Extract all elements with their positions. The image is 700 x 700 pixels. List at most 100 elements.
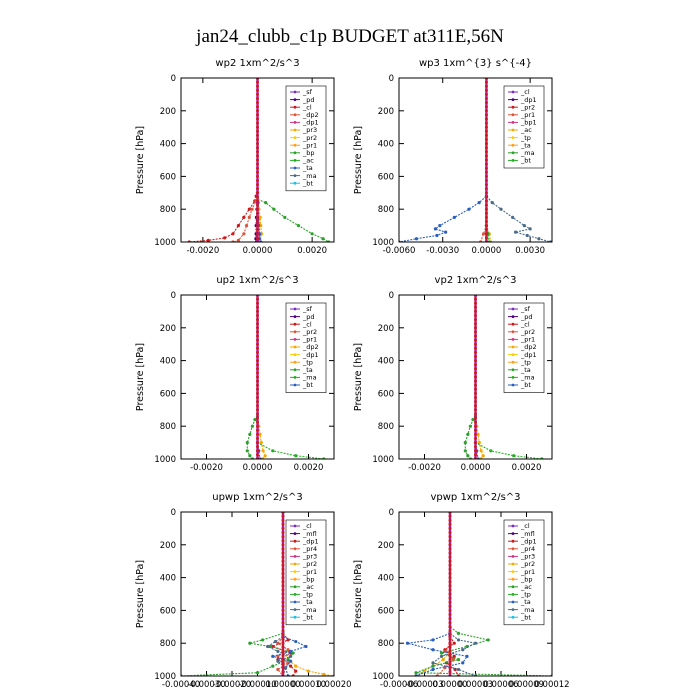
zero-profile-point <box>281 518 285 522</box>
legend-label: _ma <box>520 606 535 614</box>
legend-label: _dp1 <box>302 537 319 545</box>
legend-label: _bp <box>302 149 315 157</box>
y-tick-label: 800 <box>160 639 176 649</box>
legend-label: _ta <box>520 598 531 606</box>
zero-profile-point <box>256 105 259 109</box>
legend-marker <box>511 353 515 356</box>
legend-marker <box>293 615 297 619</box>
legend-label: _pr3 <box>302 126 317 134</box>
series-point <box>431 648 435 652</box>
legend-label: _ac <box>520 583 532 591</box>
x-tick-label: 0.00003 <box>458 680 493 690</box>
zero-profile-point <box>281 625 285 629</box>
legend-label: _ac <box>302 583 314 591</box>
series-point <box>289 649 293 654</box>
legend-marker <box>511 128 515 132</box>
series-point <box>286 648 290 652</box>
zero-profile-point <box>448 662 452 666</box>
legend-marker <box>293 90 297 94</box>
legend-marker <box>511 555 515 558</box>
y-tick-label: 200 <box>378 107 394 117</box>
panel-3: up2 1xm^2/s^3 Pressure [hPa] 0 200 400 600 800… <box>135 275 335 473</box>
zero-profile-point <box>281 670 285 674</box>
panel-1: wp2 1xm^2/s^3 Pressure [hPa] 0 200 400 600 800… <box>135 58 335 256</box>
y-tick-label: 600 <box>160 172 176 182</box>
zero-profile-point <box>256 338 259 342</box>
zero-profile-point <box>474 408 477 412</box>
zero-profile-point <box>256 355 259 358</box>
legend-label: _ma <box>302 172 317 180</box>
zero-profile-point <box>474 371 477 375</box>
zero-profile-point <box>484 199 488 203</box>
zero-profile-point <box>281 637 285 641</box>
y-axis-label: Pressure [hPa] <box>353 126 364 194</box>
legend-marker <box>293 113 297 117</box>
y-tick-label: 1000 <box>154 672 176 682</box>
zero-profile-point <box>281 617 285 621</box>
series-point <box>296 224 301 228</box>
legend-label: _pr1 <box>520 336 535 344</box>
series-point <box>438 224 442 228</box>
zero-profile-point <box>256 174 259 178</box>
zero-profile-point <box>256 133 259 137</box>
legend-marker <box>511 143 515 147</box>
zero-profile-point <box>484 84 488 88</box>
zero-profile-point <box>256 297 259 301</box>
series-point <box>271 449 275 453</box>
zero-profile-point <box>281 658 285 662</box>
zero-profile-point <box>281 662 285 666</box>
series-point <box>439 654 444 658</box>
legend-label: _dp1 <box>302 351 319 359</box>
series-point <box>452 215 456 219</box>
y-tick-label: 800 <box>160 205 176 215</box>
zero-profile-point <box>448 567 452 571</box>
series-point <box>473 641 478 645</box>
zero-profile-point <box>484 150 488 154</box>
legend-marker <box>511 383 515 387</box>
series-point <box>276 649 280 654</box>
series-point <box>512 454 516 458</box>
zero-profile-point <box>484 207 488 211</box>
series-point <box>499 207 503 211</box>
legend-label: _dp2 <box>302 111 319 119</box>
legend-marker <box>293 600 297 604</box>
legend-marker <box>511 577 515 581</box>
y-tick-label: 200 <box>378 541 394 551</box>
series-point <box>431 667 435 672</box>
zero-profile-point <box>256 408 259 412</box>
y-tick-label: 0 <box>171 74 176 84</box>
zero-profile-point <box>484 211 488 215</box>
legend-marker <box>511 570 515 573</box>
legend-label: _cl <box>520 88 530 96</box>
panel-6: vpwp 1xm^2/s^3 Pressure [hPa] 0 200 400 600 80… <box>353 492 570 690</box>
legend-label: _ac <box>302 157 314 165</box>
zero-profile-point <box>448 514 452 518</box>
series-line-tp <box>270 512 308 676</box>
legend-marker <box>511 322 515 326</box>
zero-profile-point <box>448 604 452 608</box>
series-point <box>283 666 288 670</box>
zero-profile-point <box>448 518 452 522</box>
series-point <box>477 441 481 445</box>
zero-profile-point <box>256 412 259 416</box>
zero-profile-point <box>256 391 259 395</box>
zero-profile-point <box>256 330 259 334</box>
zero-profile-point <box>256 138 259 141</box>
series-point <box>444 230 448 234</box>
legend-label: _ta <box>520 141 531 149</box>
zero-profile-point <box>484 215 488 219</box>
zero-profile-point <box>256 187 259 191</box>
zero-profile-point <box>256 420 259 424</box>
zero-profile-point <box>484 170 488 174</box>
zero-profile-point <box>474 432 477 436</box>
series-group <box>187 78 331 242</box>
series-point <box>477 201 481 205</box>
zero-profile-point <box>474 383 477 387</box>
series-point <box>259 441 263 445</box>
panel-title: vpwp 1xm^2/s^3 <box>430 492 520 503</box>
zero-profile-point <box>474 297 477 301</box>
legend-label: _bp1 <box>520 119 537 127</box>
legend-label: _cl <box>520 522 530 530</box>
zero-profile-point <box>448 633 452 637</box>
y-tick-label: 400 <box>378 357 394 367</box>
